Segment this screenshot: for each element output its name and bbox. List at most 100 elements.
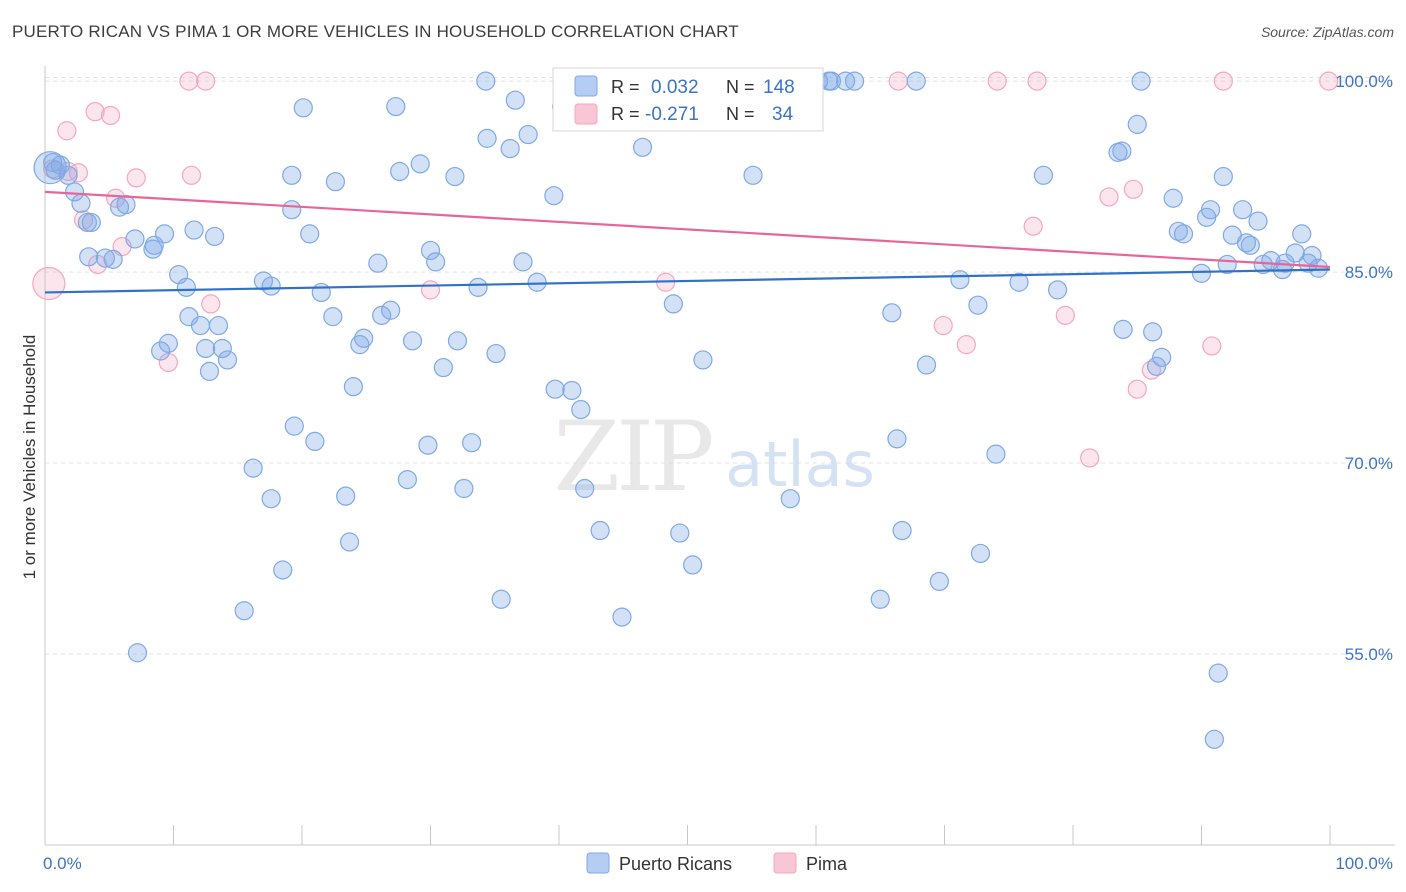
- point-puerto-ricans: [420, 240, 441, 261]
- stats-r-label: R =: [611, 104, 640, 124]
- point-pima: [181, 165, 202, 185]
- point-pima: [1099, 187, 1119, 207]
- legend: Puerto Ricans Pima: [586, 852, 848, 874]
- point-puerto-ricans: [261, 489, 281, 509]
- source-credit: Source: ZipAtlas.com: [1260, 24, 1394, 40]
- point-puerto-ricans: [1191, 263, 1212, 283]
- point-puerto-ricans: [1033, 165, 1054, 185]
- y-tick-label: 85.0%: [1345, 263, 1393, 282]
- point-puerto-ricans: [339, 532, 360, 552]
- stats-r-label: R =: [611, 77, 640, 97]
- point-puerto-ricans: [906, 71, 926, 91]
- point-pima: [1213, 71, 1233, 91]
- point-puerto-ricans: [43, 152, 63, 173]
- point-puerto-ricans: [103, 249, 123, 269]
- trend-lines: [44, 190, 1331, 294]
- point-puerto-ricans: [571, 399, 591, 420]
- point-pima: [196, 71, 216, 91]
- stats-n-label: N =: [726, 104, 755, 124]
- point-puerto-ricans: [462, 433, 482, 453]
- point-puerto-ricans: [590, 520, 610, 541]
- legend-label-pima: Pima: [806, 854, 848, 874]
- point-puerto-ricans: [397, 470, 417, 490]
- point-puerto-ricans: [402, 331, 423, 351]
- point-puerto-ricans: [1163, 188, 1183, 208]
- point-puerto-ricans: [212, 338, 232, 359]
- point-pima: [1080, 448, 1100, 468]
- point-puerto-ricans: [1152, 347, 1172, 367]
- point-puerto-ricans: [486, 343, 506, 364]
- y-axis-label: 1 or more Vehicles in Household: [20, 335, 39, 580]
- point-puerto-ricans: [282, 165, 302, 185]
- point-pima: [420, 280, 441, 300]
- point-puerto-ricans: [1248, 211, 1268, 231]
- grid-lines: [45, 77, 1390, 655]
- y-tick-label: 55.0%: [1345, 645, 1393, 664]
- stats-n-value: 148: [763, 77, 795, 98]
- point-puerto-ricans: [343, 377, 363, 397]
- point-pima: [85, 102, 105, 122]
- point-puerto-ricans: [477, 128, 497, 148]
- point-puerto-ricans: [184, 220, 204, 240]
- point-puerto-ricans: [1285, 243, 1305, 263]
- point-puerto-ricans: [261, 276, 281, 296]
- point-puerto-ricans: [323, 307, 343, 327]
- point-pima: [1123, 179, 1143, 199]
- point-puerto-ricans: [454, 478, 474, 499]
- stats-box: R = 0.032 N = 148 R = -0.271 N = 34: [552, 67, 824, 132]
- x-tick-label: 0.0%: [43, 854, 82, 873]
- point-pima: [57, 121, 77, 141]
- point-pima: [987, 71, 1007, 91]
- point-puerto-ricans: [1127, 114, 1147, 134]
- legend-swatch-puerto-ricans: [586, 852, 610, 874]
- point-puerto-ricans: [632, 137, 653, 157]
- point-puerto-ricans: [970, 543, 991, 564]
- point-pima: [100, 105, 121, 126]
- point-pima: [201, 294, 221, 314]
- point-puerto-ricans: [58, 165, 78, 185]
- point-puerto-ricans: [544, 186, 564, 206]
- point-puerto-ricans: [433, 357, 453, 378]
- point-puerto-ricans: [368, 253, 388, 273]
- point-puerto-ricans: [79, 247, 99, 267]
- point-puerto-ricans: [447, 331, 468, 351]
- legend-swatch-pima: [773, 852, 797, 874]
- point-puerto-ricans: [410, 154, 430, 174]
- point-puerto-ricans: [336, 486, 356, 506]
- point-puerto-ricans: [217, 350, 238, 370]
- point-puerto-ricans: [1308, 258, 1329, 278]
- point-puerto-ricans: [743, 165, 763, 185]
- stats-r-value: 0.032: [651, 77, 699, 98]
- point-puerto-ricans: [986, 444, 1006, 464]
- point-puerto-ricans: [780, 489, 800, 509]
- point-pima: [32, 266, 66, 301]
- point-pima: [1127, 379, 1147, 399]
- point-puerto-ricans: [929, 571, 949, 592]
- point-puerto-ricans: [693, 350, 713, 370]
- point-pima: [1023, 216, 1043, 236]
- point-puerto-ricans: [208, 315, 229, 336]
- point-puerto-ricans: [476, 71, 496, 91]
- point-puerto-ricans: [683, 555, 703, 575]
- point-puerto-ricans: [386, 96, 406, 117]
- point-puerto-ricans: [491, 589, 511, 609]
- point-puerto-ricans: [418, 435, 438, 455]
- point-puerto-ricans: [71, 193, 91, 213]
- point-puerto-ricans: [1009, 272, 1029, 292]
- watermark-zip: ZIP: [553, 401, 712, 513]
- point-puerto-ricans: [870, 589, 890, 609]
- stats-n-label: N =: [726, 77, 755, 97]
- y-tick-label: 100.0%: [1335, 72, 1393, 91]
- point-puerto-ricans: [390, 161, 410, 182]
- point-pima: [1202, 336, 1222, 356]
- point-puerto-ricans: [663, 294, 683, 314]
- trend-line-pima: [44, 190, 1331, 269]
- point-puerto-ricans: [513, 252, 533, 272]
- point-puerto-ricans: [670, 523, 690, 543]
- point-puerto-ricans: [243, 458, 263, 478]
- point-puerto-ricans: [892, 520, 912, 541]
- point-pima: [158, 352, 178, 373]
- point-puerto-ricans: [151, 341, 171, 361]
- x-tick-label: 100.0%: [1335, 854, 1393, 873]
- point-puerto-ricans: [33, 151, 67, 185]
